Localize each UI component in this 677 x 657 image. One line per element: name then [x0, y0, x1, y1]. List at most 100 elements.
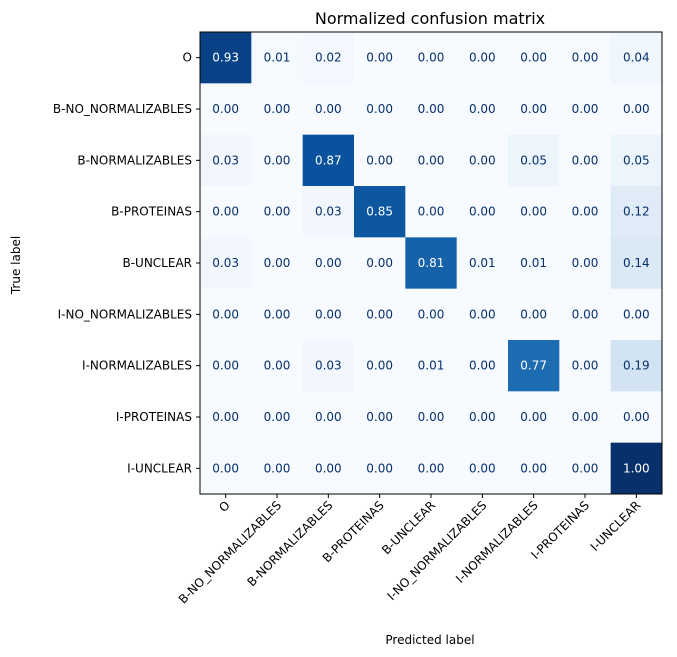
heatmap-cell [354, 288, 406, 341]
heatmap-cell [405, 442, 458, 495]
cell-value-label: 0.00 [264, 410, 291, 424]
heatmap-cells: 0.93 0.01 0.02 0.00 0.00 0.00 0.00 0.00 0.04 0.00… [200, 32, 663, 495]
cell-value-label: 0.00 [264, 307, 291, 321]
heatmap-cell [610, 134, 663, 187]
heatmap-cell [200, 134, 252, 187]
cell-value-label: 0.85 [366, 205, 393, 219]
heatmap-cell [302, 340, 355, 392]
heatmap-cell [200, 237, 252, 290]
heatmap-cell [302, 32, 355, 84]
cell-value-label: 0.00 [418, 307, 445, 321]
cell-value-label: 0.05 [623, 153, 650, 167]
heatmap-cell [405, 288, 458, 341]
heatmap-cell [354, 442, 406, 495]
cell-value-label: 0.00 [520, 410, 547, 424]
cell-value-label: 0.00 [623, 410, 650, 424]
heatmap-cell [405, 83, 458, 136]
heatmap-cell [354, 340, 406, 392]
cell-value-label: 0.05 [520, 153, 547, 167]
x-tick-label: B-NO_NORMALIZABLES [176, 498, 284, 606]
heatmap-cell [508, 186, 560, 238]
heatmap-cell [251, 186, 304, 238]
y-tick-label: B-NORMALIZABLES [77, 153, 192, 167]
heatmap-cell [405, 391, 458, 444]
heatmap-cell [302, 288, 355, 341]
cell-value-label: 0.00 [366, 410, 393, 424]
heatmap-cell [302, 391, 355, 444]
heatmap-cell [456, 134, 509, 187]
heatmap-cell [354, 32, 406, 84]
cell-value-label: 0.00 [418, 153, 445, 167]
y-tick-label: O [183, 51, 192, 65]
heatmap-cell [610, 288, 663, 341]
cell-value-label: 0.00 [572, 153, 599, 167]
heatmap-cell [508, 391, 560, 444]
cell-value-label: 0.01 [264, 51, 291, 65]
heatmap-cell [200, 32, 252, 84]
cell-value-label: 0.00 [366, 359, 393, 373]
heatmap-cell [302, 186, 355, 238]
cell-value-label: 0.00 [264, 359, 291, 373]
cell-value-label: 0.00 [212, 461, 239, 475]
heatmap-cell [610, 237, 663, 290]
heatmap-cell [610, 340, 663, 392]
cell-value-label: 0.81 [418, 256, 445, 270]
heatmap-cell [200, 442, 252, 495]
cell-value-label: 0.00 [315, 461, 342, 475]
cell-value-label: 0.00 [418, 410, 445, 424]
cell-value-label: 0.00 [366, 307, 393, 321]
heatmap-cell [354, 134, 406, 187]
cell-value-label: 0.00 [469, 51, 496, 65]
heatmap-cell [200, 186, 252, 238]
cell-value-label: 0.00 [520, 307, 547, 321]
cell-value-label: 0.01 [418, 359, 445, 373]
heatmap-cell [302, 237, 355, 290]
plot-frame [199, 31, 663, 495]
cell-value-label: 0.00 [572, 51, 599, 65]
heatmap-cell [559, 186, 612, 238]
heatmap-cell [610, 391, 663, 444]
cell-value-label: 0.03 [315, 359, 342, 373]
heatmap-cell [456, 186, 509, 238]
heatmap-cell [508, 83, 560, 136]
heatmap-cell [559, 391, 612, 444]
heatmap-cell [251, 83, 304, 136]
heatmap-cell [559, 83, 612, 136]
y-tick-label: B-UNCLEAR [122, 256, 192, 270]
heatmap-cell [200, 391, 252, 444]
heatmap-cell [610, 186, 663, 238]
cell-value-label: 0.00 [469, 102, 496, 116]
heatmap-cell [251, 237, 304, 290]
y-tick-label: B-PROTEINAS [111, 205, 192, 219]
y-tick-label: B-NO_NORMALIZABLES [53, 102, 192, 116]
cell-value-label: 0.00 [264, 461, 291, 475]
cell-value-label: 0.00 [623, 307, 650, 321]
cell-value-label: 0.19 [623, 359, 650, 373]
heatmap-cell [251, 134, 304, 187]
heatmap-cell [251, 340, 304, 392]
cell-value-label: 0.00 [572, 256, 599, 270]
cell-value-label: 0.00 [366, 153, 393, 167]
heatmap-cell [405, 134, 458, 187]
cell-value-label: 0.00 [212, 307, 239, 321]
cell-value-label: 0.87 [315, 153, 342, 167]
heatmap-cell [200, 340, 252, 392]
heatmap-cell [610, 32, 663, 84]
heatmap-cell [610, 442, 663, 495]
cell-value-label: 0.02 [315, 51, 342, 65]
heatmap-cell [559, 340, 612, 392]
y-axis-label: True label [9, 236, 23, 295]
heatmap-cell [405, 32, 458, 84]
heatmap-cell [251, 391, 304, 444]
cell-value-label: 0.00 [469, 153, 496, 167]
cell-value-label: 0.00 [315, 102, 342, 116]
cell-value-label: 0.00 [469, 410, 496, 424]
chart-title: Normalized confusion matrix [315, 9, 545, 28]
heatmap-cell [251, 442, 304, 495]
cell-value-label: 0.00 [623, 102, 650, 116]
y-tick-label: I-UNCLEAR [127, 461, 192, 475]
heatmap-cell [456, 442, 509, 495]
x-axis-label: Predicted label [385, 633, 474, 647]
cell-value-label: 0.00 [418, 51, 445, 65]
